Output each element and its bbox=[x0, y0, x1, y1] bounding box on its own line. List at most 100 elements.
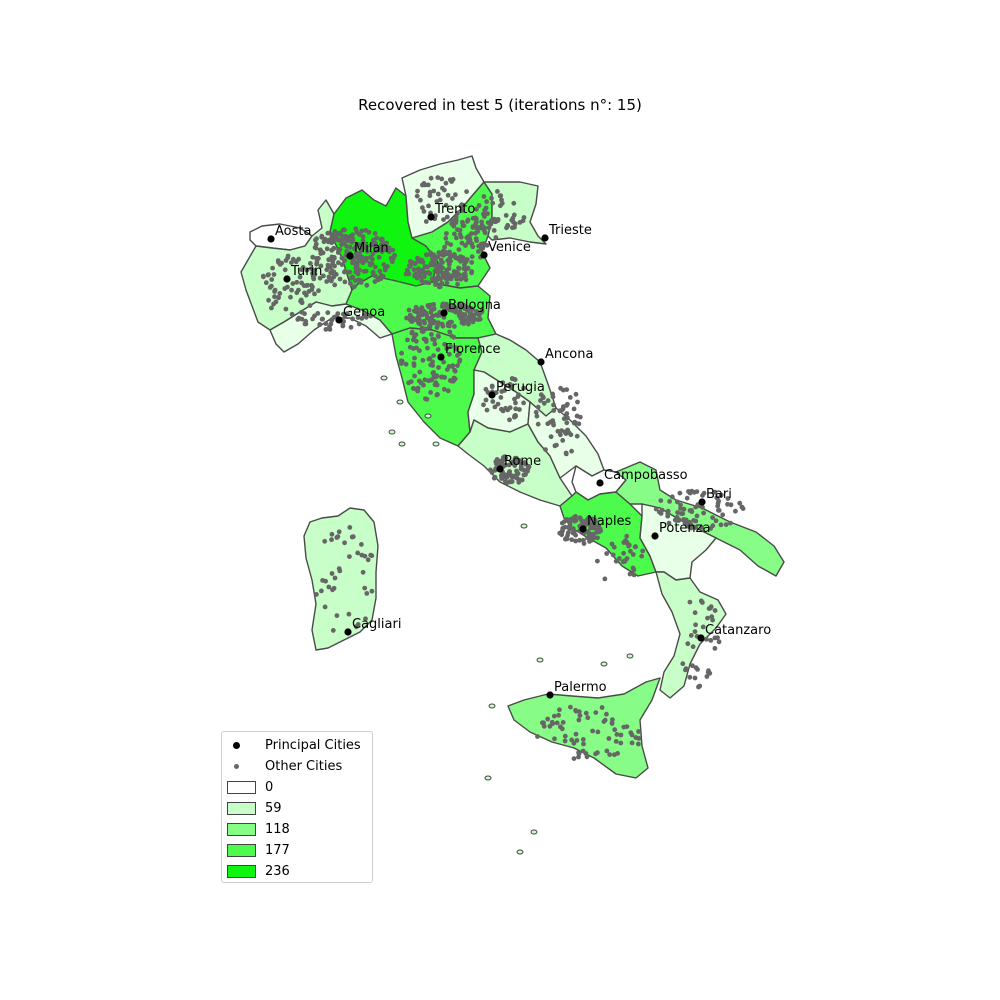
other-city-point bbox=[362, 585, 368, 591]
other-city-point bbox=[467, 236, 473, 241]
other-city-point bbox=[521, 385, 527, 391]
other-city-point bbox=[312, 268, 318, 273]
other-city-point bbox=[576, 709, 582, 714]
other-city-point bbox=[348, 275, 354, 281]
other-city-point bbox=[453, 309, 459, 315]
other-city-point bbox=[560, 438, 566, 443]
other-city-point bbox=[585, 715, 591, 721]
other-city-point bbox=[457, 357, 463, 363]
city-label: Aosta bbox=[275, 224, 311, 239]
other-city-point bbox=[329, 240, 335, 246]
other-city-point bbox=[658, 498, 664, 503]
other-city-point bbox=[266, 272, 271, 277]
city-label: Genoa bbox=[343, 305, 385, 320]
city-label: Ancona bbox=[545, 347, 593, 362]
other-city-point bbox=[517, 220, 523, 225]
other-city-point bbox=[412, 334, 417, 340]
other-city-point bbox=[573, 420, 579, 426]
other-city-point bbox=[373, 273, 378, 279]
other-city-point bbox=[690, 663, 695, 669]
other-city-point bbox=[407, 259, 413, 264]
other-city-point bbox=[551, 422, 556, 428]
other-city-point bbox=[461, 272, 466, 277]
other-city-point bbox=[358, 278, 364, 284]
small-island bbox=[380, 375, 388, 381]
other-city-point bbox=[581, 741, 586, 747]
other-city-point bbox=[481, 402, 486, 408]
other-city-point bbox=[422, 377, 428, 383]
other-city-point bbox=[565, 415, 570, 421]
other-city-point bbox=[667, 499, 672, 504]
other-city-point bbox=[296, 287, 301, 293]
other-city-point bbox=[463, 317, 469, 323]
other-city-point bbox=[329, 317, 335, 323]
other-city-point bbox=[701, 510, 706, 516]
other-city-point bbox=[336, 529, 342, 535]
other-city-point bbox=[435, 254, 440, 260]
other-city-point bbox=[669, 494, 675, 500]
other-city-point bbox=[686, 523, 692, 528]
other-city-point bbox=[675, 499, 680, 505]
other-city-point bbox=[449, 364, 455, 369]
other-city-point bbox=[685, 641, 691, 647]
other-city-point bbox=[503, 462, 508, 468]
other-city-point bbox=[370, 269, 376, 275]
other-city-point bbox=[323, 327, 329, 332]
region-liguria bbox=[269, 301, 393, 353]
other-city-point bbox=[354, 251, 359, 256]
other-city-point bbox=[437, 197, 443, 203]
other-city-point bbox=[687, 599, 693, 605]
map-legend: Principal Cities Other Cities 0 59 118 1… bbox=[221, 731, 373, 883]
other-city-point bbox=[300, 265, 306, 270]
other-city-point bbox=[444, 214, 450, 220]
other-city-point bbox=[349, 534, 355, 540]
other-city-point bbox=[602, 576, 608, 582]
other-city-point bbox=[314, 592, 319, 597]
other-city-point bbox=[512, 396, 517, 402]
other-city-point bbox=[535, 404, 541, 410]
other-city-point bbox=[341, 227, 347, 233]
other-city-point bbox=[399, 361, 404, 366]
other-city-point bbox=[438, 257, 444, 263]
other-city-point bbox=[593, 710, 599, 715]
other-city-point bbox=[432, 341, 438, 347]
other-city-point bbox=[500, 408, 506, 414]
other-city-point bbox=[368, 552, 374, 558]
other-city-point bbox=[449, 273, 455, 279]
legend-other-label: Other Cities bbox=[265, 759, 343, 774]
city-label: Bari bbox=[706, 487, 732, 502]
other-city-point bbox=[567, 395, 573, 400]
other-city-point bbox=[350, 232, 355, 238]
other-city-point bbox=[342, 540, 347, 546]
other-city-point bbox=[500, 380, 506, 385]
other-city-point bbox=[435, 392, 440, 397]
other-city-point bbox=[326, 264, 331, 270]
other-city-point bbox=[712, 635, 718, 641]
legend-bin-label: 177 bbox=[265, 843, 290, 858]
other-city-point bbox=[576, 754, 581, 760]
other-city-point bbox=[574, 413, 580, 419]
other-city-point bbox=[610, 552, 616, 558]
other-city-point bbox=[474, 219, 479, 225]
small-island bbox=[488, 703, 496, 709]
principal-city-marker bbox=[344, 628, 352, 636]
other-city-point bbox=[302, 311, 307, 317]
other-city-point bbox=[431, 319, 437, 324]
other-city-point bbox=[595, 729, 601, 735]
other-city-point bbox=[310, 254, 316, 260]
other-city-point bbox=[457, 312, 462, 318]
other-city-point bbox=[498, 203, 503, 209]
other-city-point bbox=[449, 333, 455, 339]
small-island bbox=[388, 429, 396, 435]
other-city-point bbox=[409, 330, 415, 336]
city-label: Trieste bbox=[548, 223, 592, 238]
other-city-point bbox=[413, 271, 418, 277]
other-city-point bbox=[353, 278, 358, 283]
other-city-point bbox=[277, 291, 283, 296]
principal-city-marker bbox=[346, 252, 354, 260]
other-city-point bbox=[710, 515, 715, 520]
other-city-point bbox=[515, 394, 521, 399]
other-city-point bbox=[550, 391, 555, 397]
other-city-point bbox=[323, 321, 329, 326]
other-city-point bbox=[693, 622, 698, 628]
